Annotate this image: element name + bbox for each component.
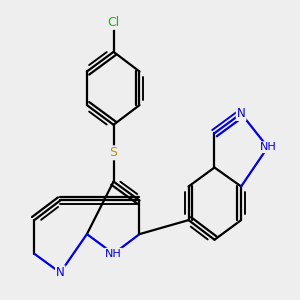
Text: NH: NH <box>260 142 276 152</box>
Text: Cl: Cl <box>107 16 120 29</box>
Text: N: N <box>237 107 245 120</box>
Text: N: N <box>56 266 64 279</box>
Text: S: S <box>110 146 118 159</box>
Text: NH: NH <box>105 249 122 259</box>
